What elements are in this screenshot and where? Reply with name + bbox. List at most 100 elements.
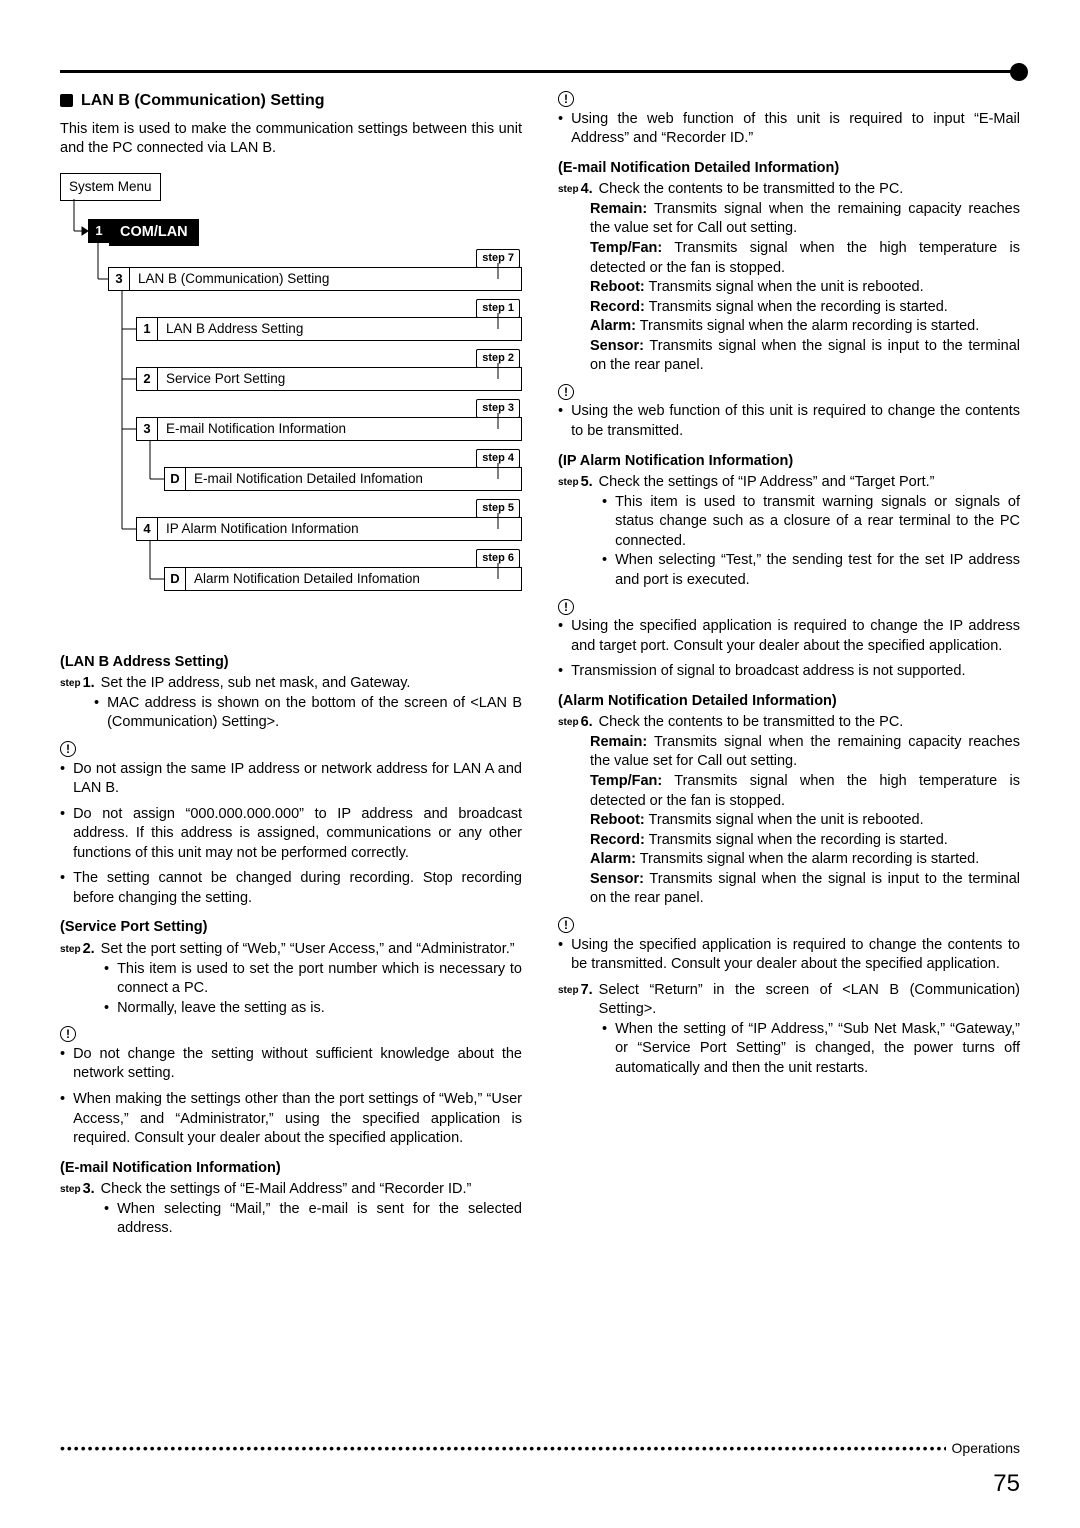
- caution-item: Using the specified application is requi…: [571, 936, 1020, 975]
- step-prefix: step: [558, 981, 579, 1020]
- detail-text: Transmits signal when the unit is reboot…: [649, 812, 924, 828]
- detail-text: Transmits signal when the alarm recordin…: [640, 851, 980, 867]
- caution-item: Using the specified application is requi…: [571, 617, 1020, 656]
- step-6: step 6. Check the contents to be transmi…: [558, 713, 1020, 733]
- detail-text: Transmits signal when the remaining capa…: [590, 734, 1020, 770]
- caution-list: Using the specified application is requi…: [558, 617, 1020, 682]
- step-tag: step 6: [476, 549, 520, 568]
- step-number: 4.: [581, 180, 593, 200]
- square-bullet-icon: [60, 94, 73, 107]
- step-number: 6.: [581, 713, 593, 733]
- tree-menu-label: COM/LAN: [109, 219, 199, 247]
- step-number: 5.: [581, 473, 593, 493]
- caution-icon: !: [60, 741, 76, 757]
- caution-list: Do not assign the same IP address or net…: [60, 760, 522, 909]
- step-tag: step 5: [476, 499, 520, 518]
- tree-node: 3 E-mail Notification Information: [136, 417, 522, 441]
- left-column: LAN B (Communication) Setting This item …: [60, 90, 522, 1239]
- tree-num: D: [164, 467, 186, 491]
- step-prefix: step: [60, 1180, 81, 1200]
- tree-menu-num: 1: [88, 219, 110, 243]
- tree-node: D Alarm Notification Detailed Infomation: [164, 567, 522, 591]
- detail-text: Transmits signal when the alarm recordin…: [640, 318, 980, 334]
- caution-list: Using the web function of this unit is r…: [558, 110, 1020, 149]
- sub-bullet-text: This item is used to set the port number…: [117, 960, 522, 999]
- detail-label: Sensor:: [590, 338, 644, 354]
- tree-label: Alarm Notification Detailed Infomation: [185, 567, 522, 591]
- step-tag: step 7: [476, 249, 520, 268]
- sub-bullet-text: Normally, leave the setting as is.: [117, 999, 522, 1019]
- subsection-title: (Alarm Notification Detailed Information…: [558, 692, 1020, 712]
- step-tag: step 4: [476, 449, 520, 468]
- tree-label: IP Alarm Notification Information: [157, 517, 522, 541]
- step-number: 1.: [83, 674, 95, 694]
- step-1: step 1. Set the IP address, sub net mask…: [60, 674, 522, 694]
- tree-num: D: [164, 567, 186, 591]
- tree-num: 4: [136, 517, 158, 541]
- caution-item: Do not change the setting without suffic…: [73, 1045, 522, 1084]
- tree-num: 3: [108, 267, 130, 291]
- step-number: 2.: [83, 940, 95, 960]
- caution-icon: !: [60, 1026, 76, 1042]
- detail-label: Alarm:: [590, 318, 636, 334]
- step-7: step 7. Select “Return” in the screen of…: [558, 981, 1020, 1020]
- step-text: Set the IP address, sub net mask, and Ga…: [101, 674, 522, 694]
- step-5: step 5. Check the settings of “IP Addres…: [558, 473, 1020, 493]
- sub-bullet-text: This item is used to transmit warning si…: [615, 493, 1020, 552]
- sub-bullet: This item is used to transmit warning si…: [602, 493, 1020, 552]
- detail-label: Record:: [590, 299, 645, 315]
- step-text: Check the settings of “E-Mail Address” a…: [101, 1180, 522, 1200]
- menu-tree: System Menu 1 COM/LAN step 7 3 LAN B (Co…: [60, 173, 522, 633]
- detail-text: Transmits signal when the remaining capa…: [590, 201, 1020, 237]
- sub-bullet-text: When selecting “Mail,” the e-mail is sen…: [117, 1200, 522, 1239]
- detail-label: Temp/Fan:: [590, 240, 662, 256]
- tree-label: LAN B (Communication) Setting: [129, 267, 522, 291]
- step-text: Check the settings of “IP Address” and “…: [599, 473, 1020, 493]
- tree-node: 4 IP Alarm Notification Information: [136, 517, 522, 541]
- footer-label: Operations: [946, 1439, 1020, 1458]
- step-2: step 2. Set the port setting of “Web,” “…: [60, 940, 522, 960]
- tree-label: Service Port Setting: [157, 367, 522, 391]
- detail-label: Temp/Fan:: [590, 773, 662, 789]
- detail-label: Record:: [590, 832, 645, 848]
- section-title: LAN B (Communication) Setting: [60, 90, 522, 112]
- sub-bullet-text: When the setting of “IP Address,” “Sub N…: [615, 1020, 1020, 1079]
- detail-label: Remain:: [590, 201, 647, 217]
- caution-list: Do not change the setting without suffic…: [60, 1045, 522, 1149]
- sub-bullet: Normally, leave the setting as is.: [104, 999, 522, 1019]
- caution-item: Do not assign “000.000.000.000” to IP ad…: [73, 805, 522, 864]
- step-tag: step 1: [476, 299, 520, 318]
- sub-bullet: When selecting “Test,” the sending test …: [602, 551, 1020, 590]
- step-tag: step 2: [476, 349, 520, 368]
- step-3: step 3. Check the settings of “E-Mail Ad…: [60, 1180, 522, 1200]
- sub-bullet-text: MAC address is shown on the bottom of th…: [107, 694, 522, 733]
- intro-text: This item is used to make the communicat…: [60, 120, 522, 159]
- caution-item: Do not assign the same IP address or net…: [73, 760, 522, 799]
- sub-bullet: When selecting “Mail,” the e-mail is sen…: [104, 1200, 522, 1239]
- caution-list: Using the web function of this unit is r…: [558, 402, 1020, 441]
- subsection-title: (E-mail Notification Information): [60, 1159, 522, 1179]
- tree-num: 1: [136, 317, 158, 341]
- subsection-title: (Service Port Setting): [60, 918, 522, 938]
- sub-bullet: This item is used to set the port number…: [104, 960, 522, 999]
- caution-icon: !: [558, 91, 574, 107]
- top-rule: [60, 70, 1020, 73]
- step-prefix: step: [60, 674, 81, 694]
- subsection-title: (IP Alarm Notification Information): [558, 452, 1020, 472]
- caution-list: Using the specified application is requi…: [558, 936, 1020, 975]
- tree-label: LAN B Address Setting: [157, 317, 522, 341]
- step-text: Check the contents to be transmitted to …: [599, 180, 1020, 200]
- right-column: ! Using the web function of this unit is…: [558, 90, 1020, 1239]
- subsection-title: (LAN B Address Setting): [60, 653, 522, 673]
- caution-item: Using the web function of this unit is r…: [571, 110, 1020, 149]
- caution-item: Using the web function of this unit is r…: [571, 402, 1020, 441]
- sub-bullet: When the setting of “IP Address,” “Sub N…: [602, 1020, 1020, 1079]
- step-text: Select “Return” in the screen of <LAN B …: [599, 981, 1020, 1020]
- subsection-title: (E-mail Notification Detailed Informatio…: [558, 159, 1020, 179]
- step-prefix: step: [558, 473, 579, 493]
- step-number: 3.: [83, 1180, 95, 1200]
- detail-label: Sensor:: [590, 871, 644, 887]
- step-4: step 4. Check the contents to be transmi…: [558, 180, 1020, 200]
- detail-label: Remain:: [590, 734, 647, 750]
- footer-dots: ••••••••••••••••••••••••••••••••••••••••…: [60, 1439, 1020, 1458]
